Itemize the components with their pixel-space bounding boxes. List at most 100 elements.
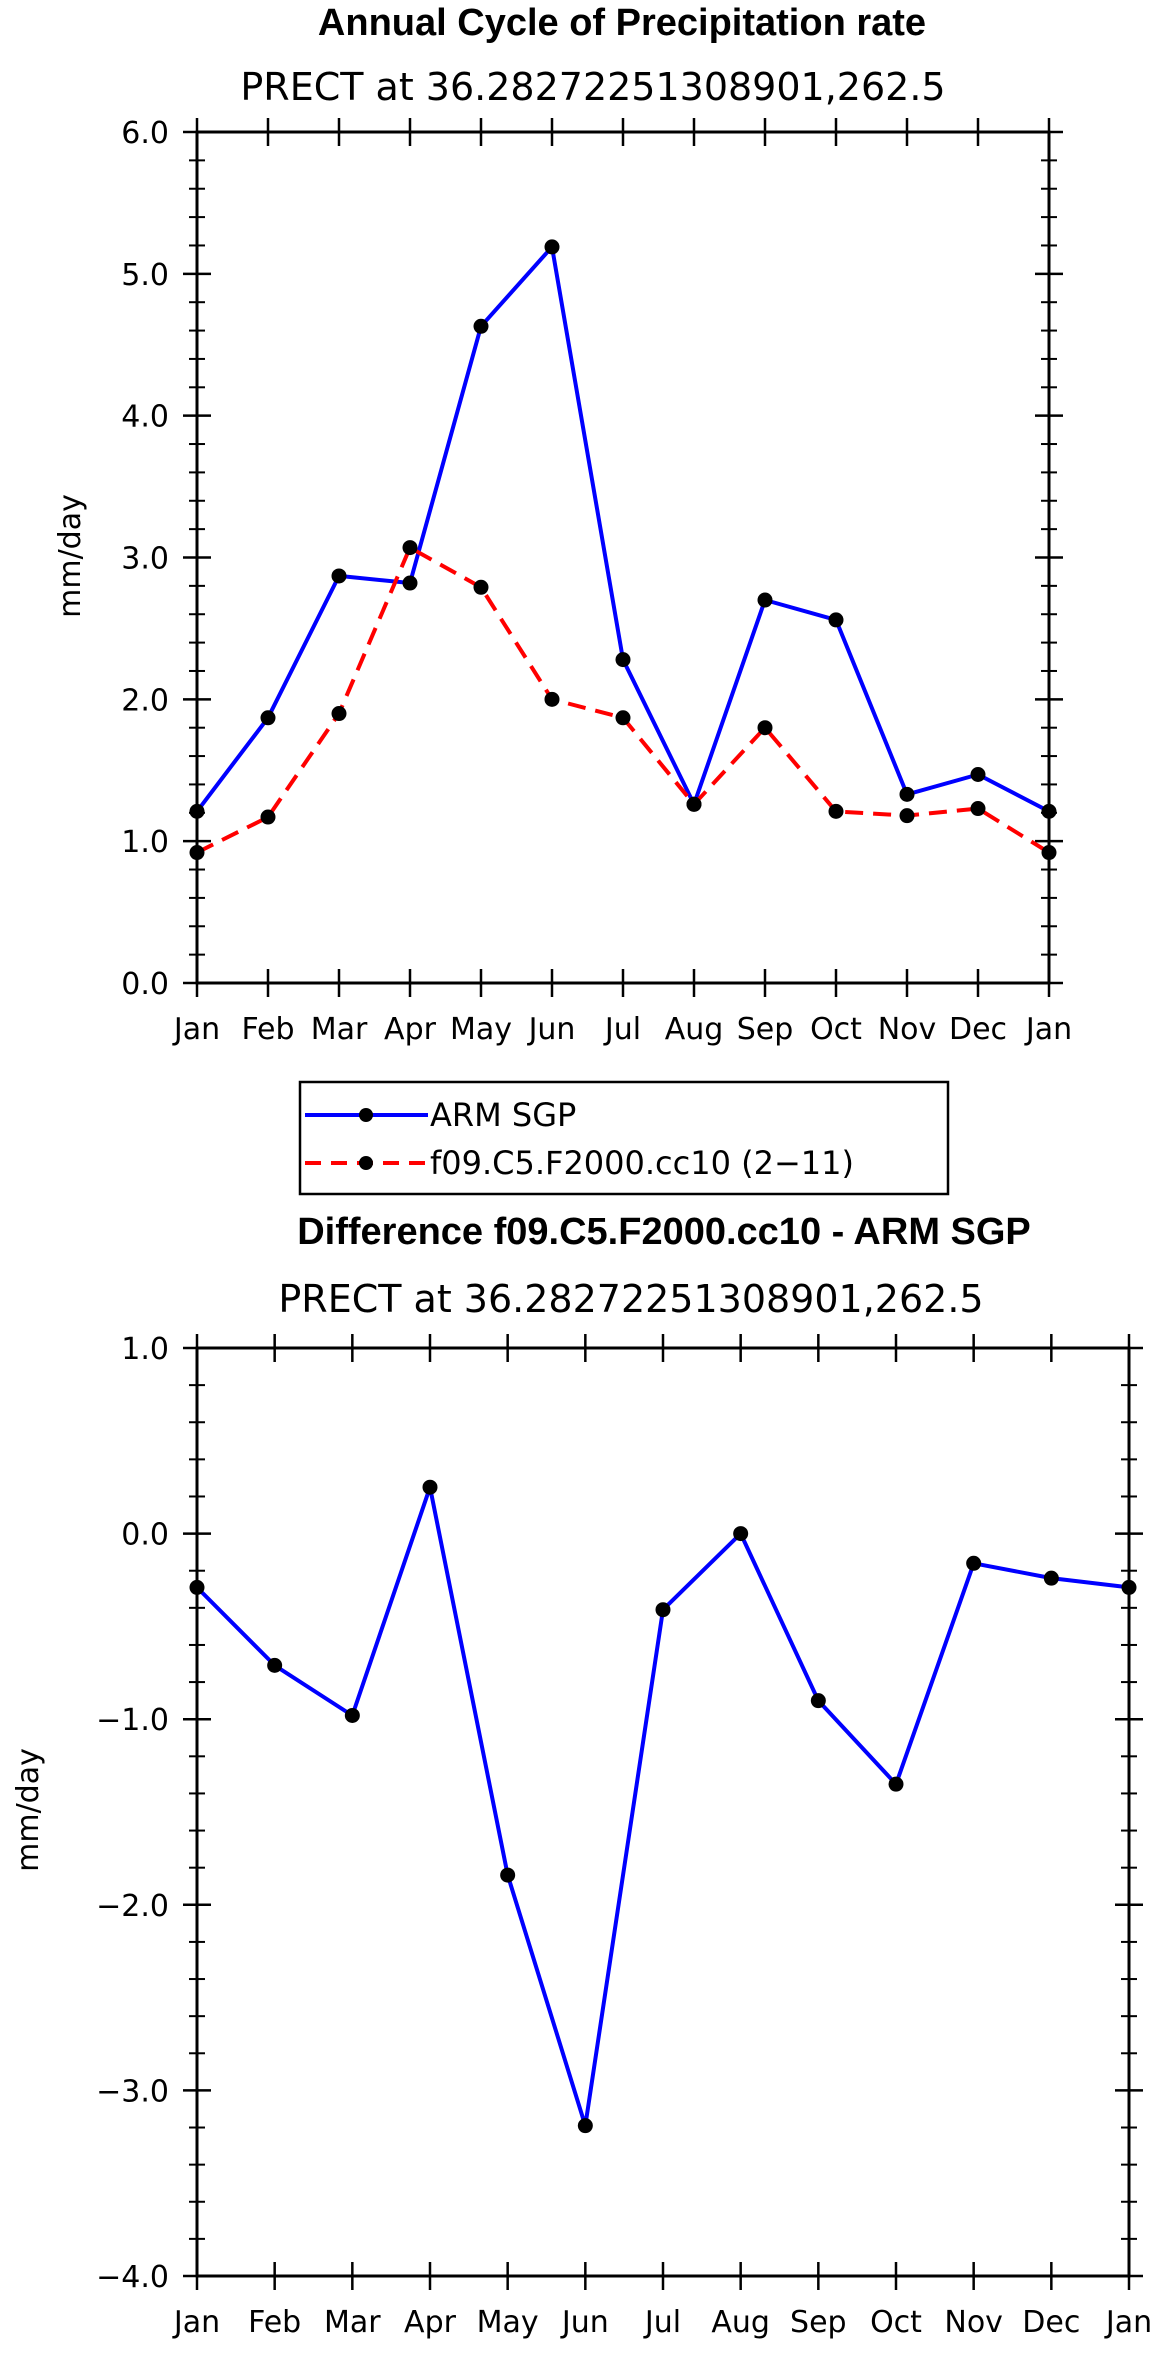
series-0-point <box>422 1479 438 1495</box>
series-0-point <box>1041 803 1057 819</box>
legend: ARM SGP f09.C5.F2000.cc10 (2−11) <box>298 1080 950 1196</box>
legend-label-arm-sgp: ARM SGP <box>430 1096 576 1134</box>
series-line-0 <box>195 1485 1130 2128</box>
series-0-point <box>970 767 986 783</box>
x-tick-label: Feb <box>248 2305 301 2340</box>
y-axis-label: mm/day <box>53 494 88 618</box>
y-tick-label: −2.0 <box>96 1889 169 1924</box>
y-tick-label: 3.0 <box>121 542 169 577</box>
series-0-point <box>260 710 276 726</box>
series-0-point <box>189 803 205 819</box>
plot-frame <box>195 130 1051 985</box>
series-0-point <box>733 1526 749 1542</box>
x-tick-label: Sep <box>790 2305 847 2340</box>
precip-annual-cycle-chart: Annual Cycle of Precipitation rate PRECT… <box>53 2 1072 1047</box>
x-tick-label: Nov <box>878 1012 937 1047</box>
series-1-point <box>1041 845 1057 861</box>
x-tick-label: Jul <box>643 2305 681 2340</box>
y-tick-label: 4.0 <box>121 400 169 435</box>
series-0-point <box>473 318 489 334</box>
series-0-point <box>888 1776 904 1792</box>
y-tick-label: −1.0 <box>96 1703 169 1738</box>
series-0-point <box>655 1602 671 1618</box>
series-line-1 <box>196 545 1051 855</box>
series-1-point <box>260 809 276 825</box>
series-1-point <box>686 796 702 812</box>
series-1-point <box>189 845 205 861</box>
x-tick-label: Apr <box>404 2305 457 2340</box>
chart-title: Annual Cycle of Precipitation rate <box>318 2 926 44</box>
series-0-point <box>810 1693 826 1709</box>
series-0-point <box>577 2118 593 2134</box>
plot-frame <box>195 1346 1131 2278</box>
series-1-point <box>899 808 915 824</box>
series-0-point <box>1043 1570 1059 1586</box>
series-0-point <box>1121 1579 1137 1595</box>
y-axis-label: mm/day <box>11 1748 46 1872</box>
axes-frame: −4.0 −3.0 −2.0 −1.0 0.0 1.0 Jan Feb Mar Apr May Jun… <box>96 1332 1152 2340</box>
series-0-point <box>544 239 560 255</box>
series-group <box>189 1479 1137 2134</box>
chart-title: Difference f09.C5.F2000.cc10 - ARM SGP <box>297 1211 1031 1253</box>
x-tick-label: Jun <box>560 2305 609 2340</box>
series-0-point <box>757 592 773 608</box>
legend-marker-arm-sgp <box>359 1108 373 1122</box>
x-tick-label: Dec <box>1022 2305 1080 2340</box>
y-tick-label: 6.0 <box>121 116 169 151</box>
x-tick-label: May <box>450 1012 512 1047</box>
axes-frame: 0.0 1.0 2.0 3.0 4.0 5.0 6.0 Jan Feb Mar Apr May Jun J… <box>121 116 1072 1047</box>
x-tick-label: Feb <box>241 1012 294 1047</box>
series-group <box>189 239 1057 861</box>
series-1-point <box>970 801 986 817</box>
x-tick-label: Apr <box>384 1012 437 1047</box>
legend-label-model: f09.C5.F2000.cc10 (2−11) <box>430 1144 854 1182</box>
x-tick-label: Jan <box>1024 1012 1072 1047</box>
series-0-point <box>828 612 844 628</box>
series-0-point <box>267 1657 283 1673</box>
y-tick-label: 1.0 <box>121 1332 169 1367</box>
series-1-point <box>757 720 773 736</box>
series-1-point <box>402 540 418 556</box>
y-tick-label: 1.0 <box>121 825 169 860</box>
y-tick-label: 0.0 <box>121 967 169 1002</box>
series-0-point <box>402 575 418 591</box>
x-tick-label: Jul <box>603 1012 641 1047</box>
y-tick-label: −4.0 <box>96 2260 169 2295</box>
legend-box <box>298 1080 950 1196</box>
precip-difference-chart: Difference f09.C5.F2000.cc10 - ARM SGP P… <box>11 1211 1152 2340</box>
series-1-point <box>828 803 844 819</box>
chart-subtitle: PRECT at 36.28272251308901,262.5 <box>278 1277 983 1321</box>
y-tick-label: 5.0 <box>121 258 169 293</box>
x-tick-label: Jan <box>1104 2305 1152 2340</box>
series-0-point <box>344 1707 360 1723</box>
series-0-point <box>500 1867 516 1883</box>
series-0-point <box>331 568 347 584</box>
series-0-point <box>966 1555 982 1571</box>
series-0-point <box>899 786 915 802</box>
x-tick-label: Jan <box>172 2305 220 2340</box>
x-tick-label: Mar <box>324 2305 381 2340</box>
x-tick-label: Oct <box>870 2305 922 2340</box>
x-tick-label: Jan <box>172 1012 220 1047</box>
x-tick-label: Sep <box>737 1012 794 1047</box>
x-tick-label: Oct <box>810 1012 862 1047</box>
x-tick-label: Aug <box>711 2305 770 2340</box>
y-tick-label: −3.0 <box>96 2074 169 2109</box>
series-line-0 <box>195 244 1050 814</box>
series-0-point <box>615 652 631 668</box>
series-1-point <box>615 710 631 726</box>
x-tick-label: Dec <box>949 1012 1007 1047</box>
y-tick-label: 0.0 <box>121 1518 169 1553</box>
x-tick-label: Jun <box>527 1012 576 1047</box>
series-0-point <box>189 1579 205 1595</box>
x-tick-label: Mar <box>311 1012 368 1047</box>
y-tick-label: 2.0 <box>121 683 169 718</box>
series-1-point <box>331 706 347 722</box>
series-1-point <box>544 691 560 707</box>
x-tick-label: Nov <box>944 2305 1003 2340</box>
x-tick-label: Aug <box>665 1012 724 1047</box>
chart-subtitle: PRECT at 36.28272251308901,262.5 <box>240 65 945 109</box>
x-tick-label: May <box>477 2305 539 2340</box>
series-1-point <box>473 579 489 595</box>
